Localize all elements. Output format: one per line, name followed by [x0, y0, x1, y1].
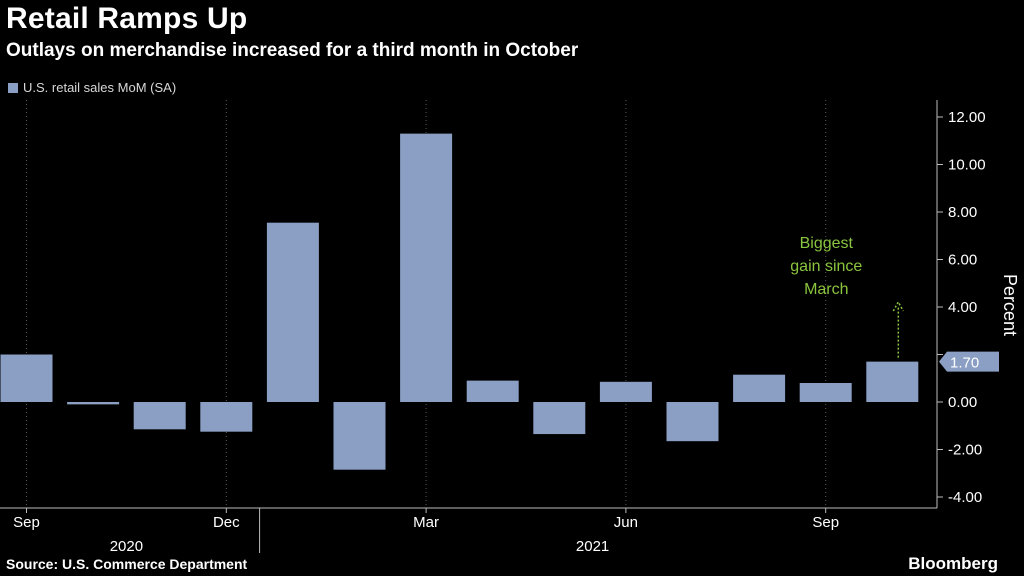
y-tick-label-2: 0.00	[948, 394, 977, 411]
legend: U.S. retail sales MoM (SA)	[8, 80, 176, 95]
annotation-line-2: March	[804, 281, 848, 298]
chart-subtitle: Outlays on merchandise increased for a t…	[6, 40, 579, 61]
y-tick-label-4: 4.00	[948, 299, 977, 316]
y-tick-label-5: 6.00	[948, 252, 977, 269]
year-label-0: 2020	[110, 538, 143, 555]
y-tick-label-8: 12.00	[948, 109, 986, 126]
legend-swatch	[8, 82, 18, 93]
brand-logo: Bloomberg	[908, 554, 998, 573]
bar-6	[400, 133, 453, 402]
bar-4	[266, 222, 319, 402]
bar-12	[799, 383, 852, 402]
annotation-line-1: gain since	[790, 258, 862, 275]
chart-title: Retail Ramps Up	[6, 2, 248, 35]
y-tick-label-1: -2.00	[948, 442, 982, 459]
bar-11	[733, 374, 786, 402]
bar-3	[200, 402, 253, 432]
legend-label: U.S. retail sales MoM (SA)	[23, 80, 177, 95]
bar-8	[533, 402, 586, 435]
bar-9	[599, 381, 652, 402]
source-note: Source: U.S. Commerce Department	[6, 556, 248, 572]
last-value-marker	[939, 351, 999, 372]
bar-1	[67, 402, 120, 405]
last-value-label: 1.70	[950, 355, 979, 372]
y-axis-label: Percent	[1000, 274, 1020, 336]
x-tick-label-3: Jun	[614, 514, 638, 531]
bar-0	[0, 354, 53, 402]
annotation-line-0: Biggest	[800, 235, 854, 252]
bar-13	[866, 361, 919, 402]
bar-7	[466, 380, 519, 402]
annotation-arrow-head	[892, 300, 904, 312]
y-tick-label-6: 8.00	[948, 204, 977, 221]
x-tick-label-1: Dec	[213, 514, 240, 531]
bar-5	[333, 402, 386, 470]
year-label-1: 2021	[576, 538, 609, 555]
bar-10	[666, 402, 719, 442]
x-tick-label-4: Sep	[812, 514, 839, 531]
y-tick-label-7: 10.00	[948, 157, 986, 174]
bar-2	[133, 402, 186, 430]
y-tick-label-0: -4.00	[948, 489, 982, 506]
x-tick-label-0: Sep	[13, 514, 40, 531]
x-tick-label-2: Mar	[413, 514, 439, 531]
